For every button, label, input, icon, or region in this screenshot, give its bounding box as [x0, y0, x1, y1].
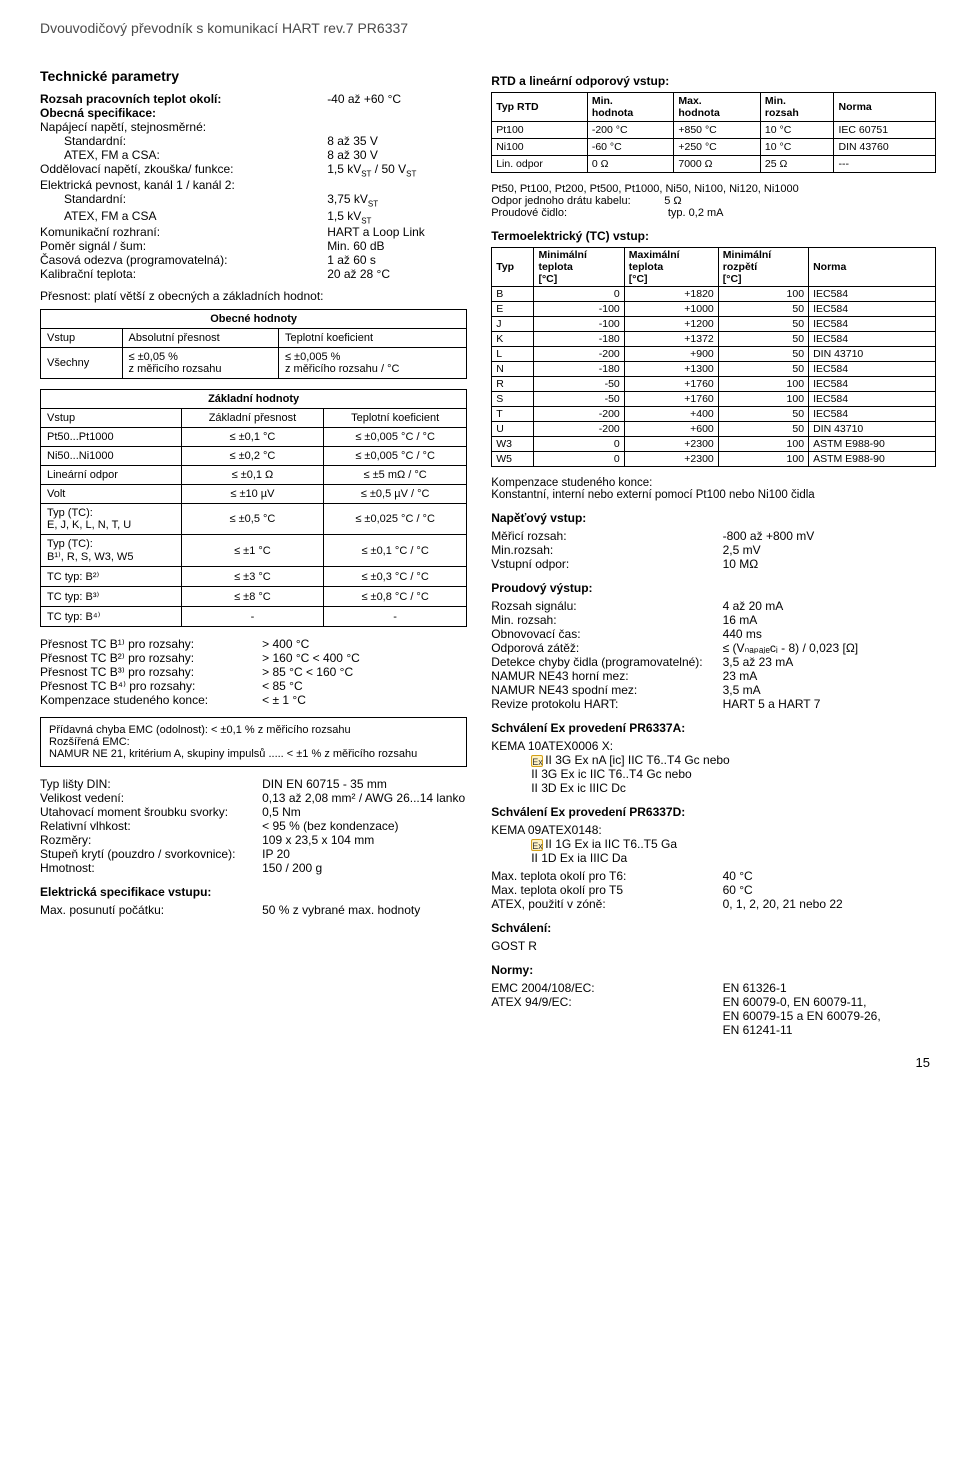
tcb-note-row: Přesnost TC B⁴⁾ pro rozsahy:< 85 °C	[40, 679, 467, 693]
ex-icon: Ex	[531, 755, 543, 767]
general-values-table: Obecné hodnoty VstupAbsolutní přesnostTe…	[40, 309, 467, 379]
kv-row: Rozsah signálu:4 až 20 mA	[491, 599, 936, 613]
approval-d-title: Schválení Ex provedení PR6337D:	[491, 805, 936, 819]
cold-junction: Kompenzace studeného konce: Konstantní, …	[491, 477, 936, 501]
approval-line: KEMA 09ATEX0148:	[491, 823, 936, 837]
page-header: Dvouvodičový převodník s komunikací HART…	[40, 20, 930, 36]
tc-table: TypMinimální teplota [°C]Maximální teplo…	[491, 247, 936, 467]
tcb-note-row: Přesnost TC B²⁾ pro rozsahy:> 160 °C < 4…	[40, 651, 467, 665]
emc-box: Přídavná chyba EMC (odolnost): < ±0,1 % …	[40, 717, 467, 767]
right-column: RTD a lineární odporový vstup: Typ RTDMi…	[491, 64, 936, 1037]
kv-row: Odporová zátěž:≤ (Vₙₐₚₐⱼₑcᵢ - 8) / 0,023…	[491, 641, 936, 655]
kv-row: Standardní:3,75 kVST	[40, 192, 467, 208]
approval-line: ExII 1G Ex ia IIC T6..T5 Ga	[491, 837, 936, 851]
rtd-note: Proudové čidlo: typ. 0,2 mA	[491, 207, 936, 219]
kv-row: Elektrická pevnost, kanál 1 / kanál 2:	[40, 178, 467, 192]
kv-row: Max. teplota okolí pro T560 °C	[491, 883, 936, 897]
rtd-note: Pt50, Pt100, Pt200, Pt500, Pt1000, Ni50,…	[491, 183, 936, 195]
page-number: 15	[40, 1055, 930, 1070]
accuracy-note: Přesnost: platí větší z obecných a zákla…	[40, 289, 467, 303]
kv-row: Standardní:8 až 35 V	[40, 134, 467, 148]
kv-row: Revize protokolu HART:HART 5 a HART 7	[491, 697, 936, 711]
tc-title: Termoelektrický (TC) vstup:	[491, 229, 936, 243]
tcb-note-row: Přesnost TC B¹⁾ pro rozsahy:> 400 °C	[40, 637, 467, 651]
bottom-kv-row: Utahovací moment šroubku svorky:0,5 Nm	[40, 805, 467, 819]
voltage-title: Napěťový vstup:	[491, 511, 936, 525]
current-title: Proudový výstup:	[491, 581, 936, 595]
bottom-kv-row: Stupeň krytí (pouzdro / svorkovnice):IP …	[40, 847, 467, 861]
kv-row: Vstupní odpor:10 MΩ	[491, 557, 936, 571]
kv-row: ATEX, FM a CSA1,5 kVST	[40, 209, 467, 225]
bottom-kv-row: Relativní vlhkost:< 95 % (bez kondenzace…	[40, 819, 467, 833]
rtd-note: Odpor jednoho drátu kabelu: 5 Ω	[491, 195, 936, 207]
kv-row: Komunikační rozhraní:HART a Loop Link	[40, 225, 467, 239]
approval-line: II 3D Ex ic IIIC Dc	[491, 781, 936, 795]
elec-spec-row: Max. posunutí počátku: 50 % z vybrané ma…	[40, 903, 467, 917]
elec-spec-title: Elektrická specifikace vstupu:	[40, 885, 467, 899]
kv-row: Rozsah pracovních teplot okolí:-40 až +6…	[40, 92, 467, 106]
approval-line: ExII 3G Ex nA [ic] IIC T6..T4 Gc nebo	[491, 753, 936, 767]
approval-body: GOST R	[491, 939, 936, 953]
kv-row: ATEX 94/9/EC:EN 60079-0, EN 60079-11, EN…	[491, 995, 936, 1037]
kv-row: NAMUR NE43 spodní mez:3,5 mA	[491, 683, 936, 697]
basic-values-table: Základní hodnoty VstupZákladní přesnostT…	[40, 389, 467, 627]
kv-row: ATEX, FM a CSA:8 až 30 V	[40, 148, 467, 162]
approval-a-title: Schválení Ex provedení PR6337A:	[491, 721, 936, 735]
kv-row: ATEX, použití v zóně:0, 1, 2, 20, 21 neb…	[491, 897, 936, 911]
kv-row: Oddělovací napětí, zkouška/ funkce:1,5 k…	[40, 162, 467, 178]
rtd-title: RTD a lineární odporový vstup:	[491, 74, 936, 88]
tech-params-title: Technické parametry	[40, 68, 467, 84]
kv-row: Obecná specifikace:	[40, 106, 467, 120]
approval-title: Schválení:	[491, 921, 936, 935]
kv-row: Časová odezva (programovatelná):1 až 60 …	[40, 253, 467, 267]
kv-row: Min.rozsah:2,5 mV	[491, 543, 936, 557]
tcb-note-row: Přesnost TC B³⁾ pro rozsahy:> 85 °C < 16…	[40, 665, 467, 679]
kv-row: Napájecí napětí, stejnosměrné:	[40, 120, 467, 134]
main-columns: Technické parametry Rozsah pracovních te…	[40, 64, 930, 1037]
ex-icon: Ex	[531, 839, 543, 851]
left-column: Technické parametry Rozsah pracovních te…	[40, 64, 467, 1037]
approval-line: KEMA 10ATEX0006 X:	[491, 739, 936, 753]
kv-row: Min. rozsah:16 mA	[491, 613, 936, 627]
bottom-kv-row: Velikost vedení:0,13 až 2,08 mm² / AWG 2…	[40, 791, 467, 805]
kv-row: Detekce chyby čidla (programovatelné):3,…	[491, 655, 936, 669]
approval-line: II 3G Ex ic IIC T6..T4 Gc nebo	[491, 767, 936, 781]
kv-row: Max. teplota okolí pro T6:40 °C	[491, 869, 936, 883]
bottom-kv-row: Rozměry:109 x 23,5 x 104 mm	[40, 833, 467, 847]
tcb-note-row: Kompenzace studeného konce:< ± 1 °C	[40, 693, 467, 707]
kv-row: Obnovovací čas:440 ms	[491, 627, 936, 641]
bottom-kv-row: Typ lišty DIN:DIN EN 60715 - 35 mm	[40, 777, 467, 791]
kv-row: Kalibrační teplota:20 až 28 °C	[40, 267, 467, 281]
bottom-kv-row: Hmotnost:150 / 200 g	[40, 861, 467, 875]
kv-row: EMC 2004/108/EC:EN 61326-1	[491, 981, 936, 995]
norms-title: Normy:	[491, 963, 936, 977]
kv-row: NAMUR NE43 horní mez:23 mA	[491, 669, 936, 683]
kv-row: Měřicí rozsah:-800 až +800 mV	[491, 529, 936, 543]
rtd-table: Typ RTDMin. hodnotaMax. hodnotaMin. rozs…	[491, 92, 936, 173]
kv-row: Poměr signál / šum:Min. 60 dB	[40, 239, 467, 253]
approval-line: II 1D Ex ia IIIC Da	[491, 851, 936, 865]
